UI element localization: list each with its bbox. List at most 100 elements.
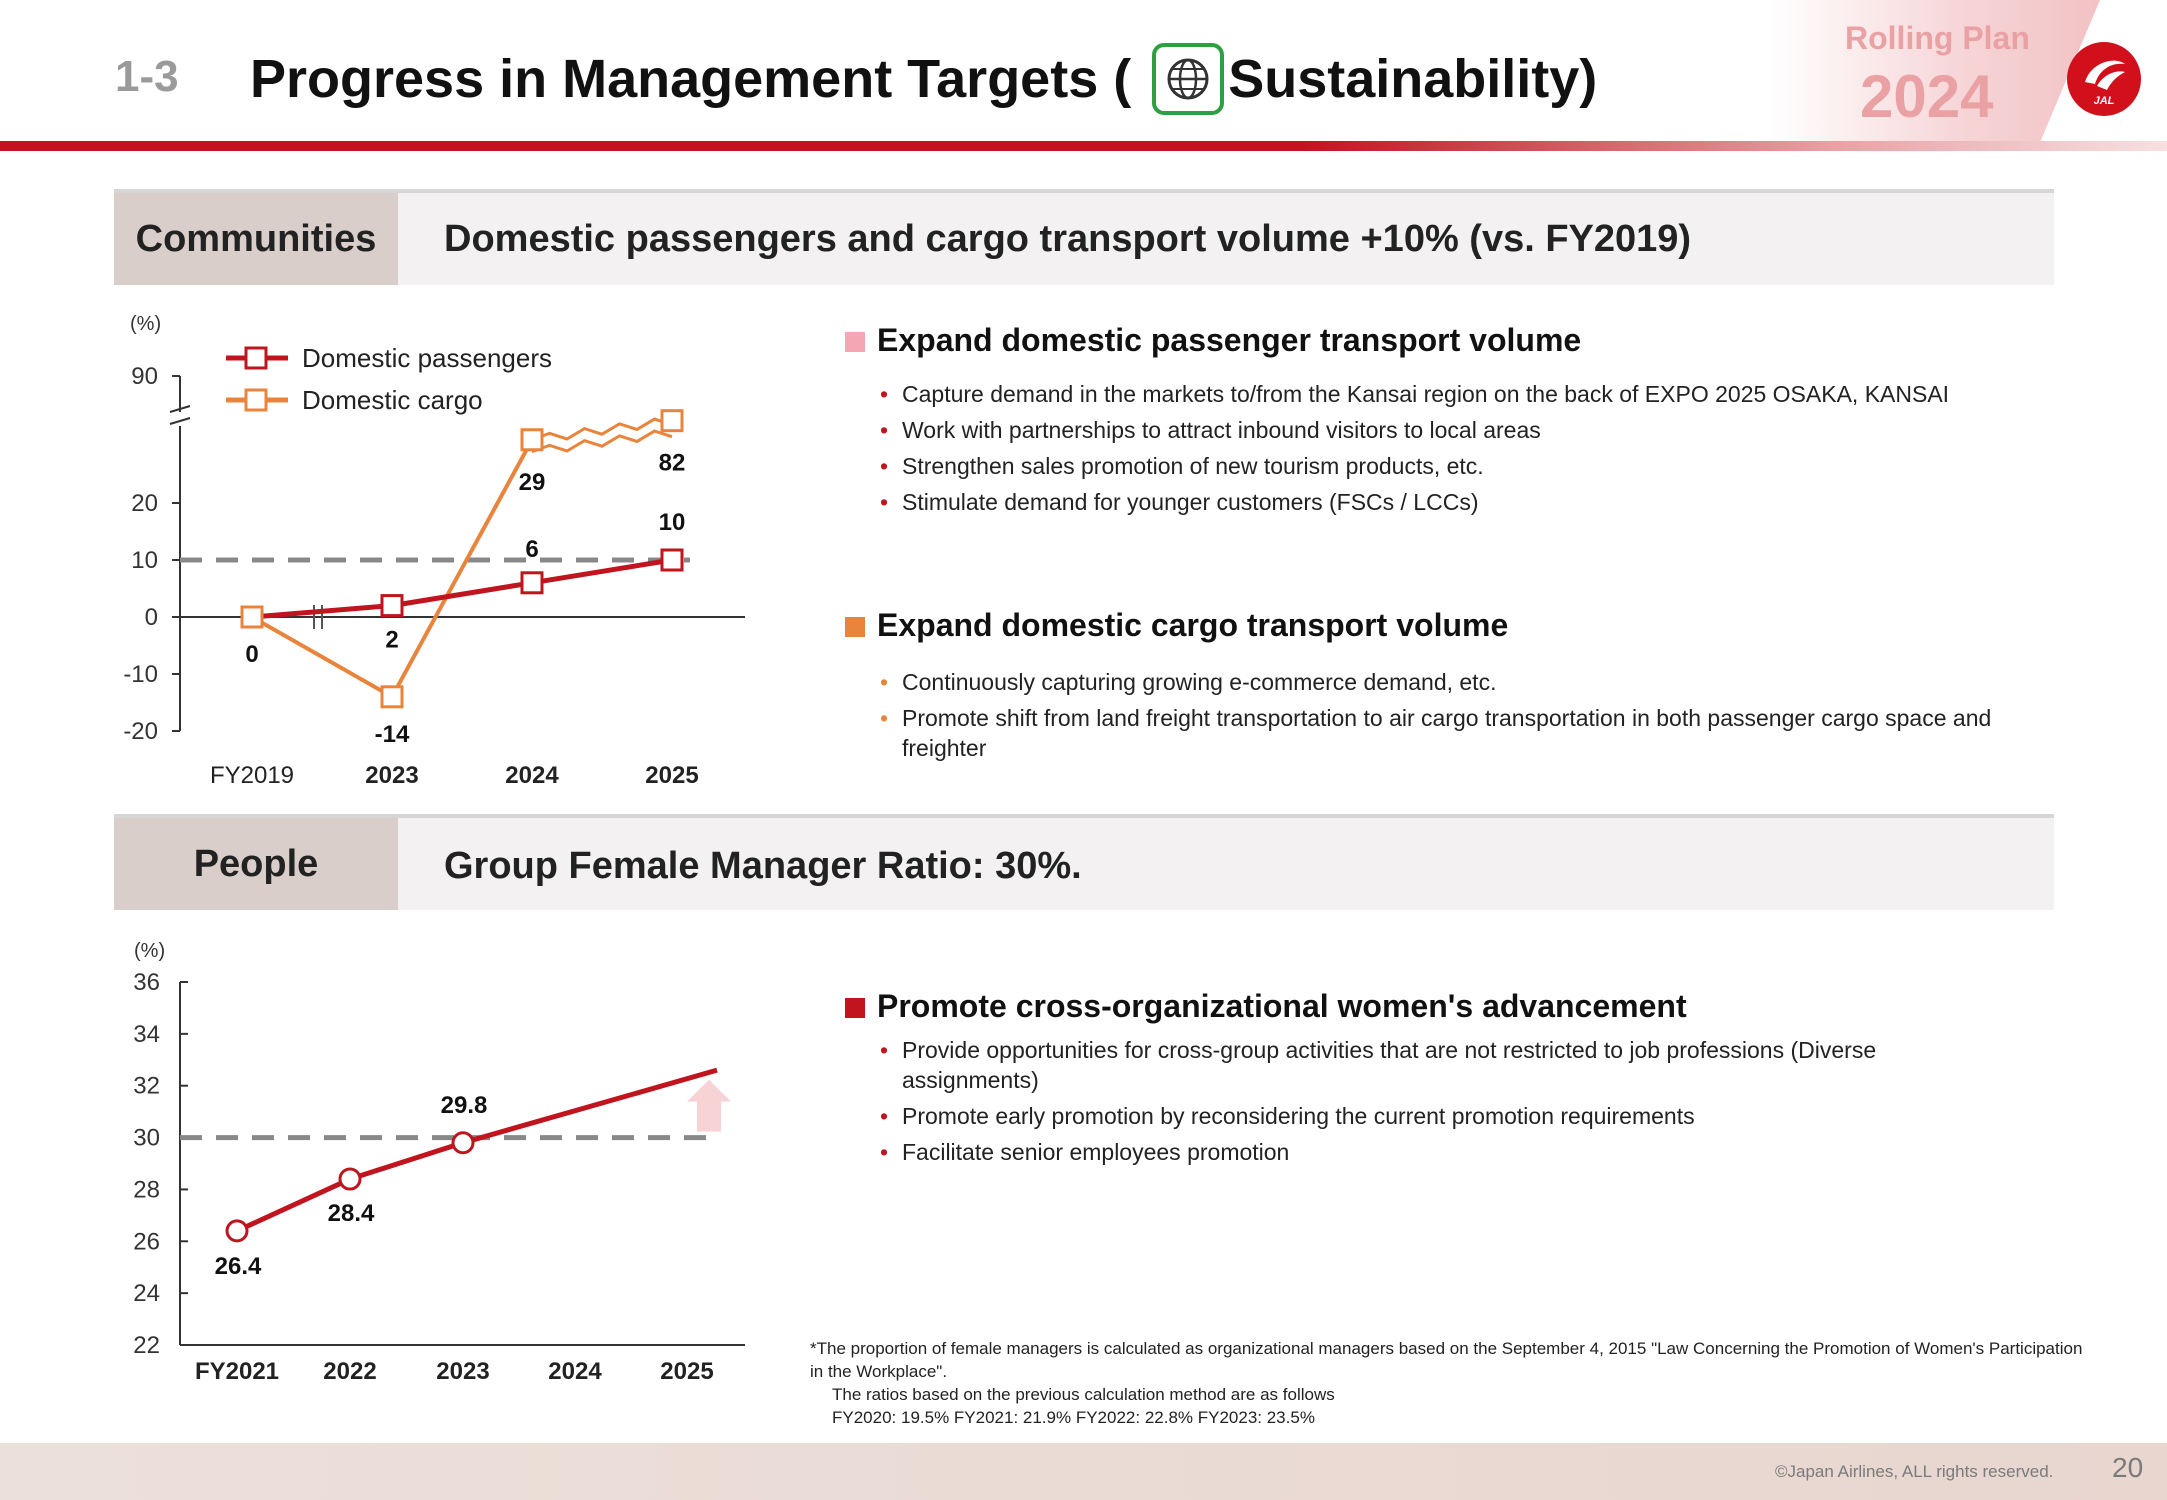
cargo-point <box>380 685 404 709</box>
x-tick-label: 2023 <box>365 762 418 789</box>
y-tick-label: 22 <box>133 1332 160 1359</box>
cargo-data-label: 82 <box>659 450 686 477</box>
passenger-point <box>660 548 684 572</box>
pink-square-icon <box>845 332 865 352</box>
people-bar <box>114 818 2054 910</box>
x-tick-label: 2024 <box>505 762 559 789</box>
list-item: • Promote shift from land freight transpo… <box>880 705 1992 761</box>
passenger-data-label: 2 <box>385 627 398 654</box>
list-item: • Continuously capturing growing e-commer… <box>880 669 1497 695</box>
title-text-after: Sustainability) <box>1213 49 1598 109</box>
list-item: • Capture demand in the markets to/from t… <box>880 381 1950 407</box>
legend-marker <box>244 346 268 370</box>
y-tick-label: 24 <box>133 1280 160 1307</box>
header-rule <box>0 141 2167 151</box>
x-tick-label: FY2021 <box>195 1358 279 1385</box>
list-item: • Promote early promotion by reconsiderin… <box>880 1103 1695 1129</box>
x-tick-label: 2025 <box>645 762 698 789</box>
list-item: • Stimulate demand for younger customers … <box>880 489 1479 515</box>
up-arrow-icon <box>687 1079 731 1132</box>
legend-label: Domestic cargo <box>302 385 483 415</box>
data-point <box>225 1219 249 1243</box>
footer-bar <box>0 1443 2167 1500</box>
axis-break-mark <box>169 417 191 425</box>
unit-label: (%) <box>130 313 161 335</box>
people-heading: Promote cross-organizational women's adv… <box>877 988 1687 1024</box>
jal-logo: JAL <box>2067 42 2141 116</box>
people-bullets: • Provide opportunities for cross-group a… <box>880 1035 2012 1173</box>
footnote-line: The ratios based on the previous calcula… <box>832 1385 1335 1404</box>
y-tick-label: -10 <box>123 661 158 688</box>
footnote-line: *The proportion of female managers is ca… <box>810 1339 2083 1381</box>
passenger-point <box>520 571 544 595</box>
y-tick-label: 32 <box>133 1073 160 1100</box>
cargo-data-label: -14 <box>375 721 410 748</box>
data-label: 28.4 <box>328 1200 375 1227</box>
communities-target: Domestic passengers and cargo transport … <box>444 218 1692 260</box>
legend-label: Domestic passengers <box>302 343 552 373</box>
y-tick-label: 28 <box>133 1176 160 1203</box>
x-tick-label: 2024 <box>548 1358 602 1385</box>
badge-year: 2024 <box>1860 63 1994 130</box>
legend-marker <box>244 388 268 412</box>
passenger-data-label: 6 <box>525 536 538 563</box>
y-tick-label: 26 <box>133 1228 160 1255</box>
passenger-data-label: 0 <box>245 641 258 668</box>
cargo-point <box>240 605 264 629</box>
y-tick-label: 34 <box>133 1021 160 1048</box>
cargo-point <box>520 428 544 452</box>
page-number: 20 <box>2112 1452 2144 1483</box>
data-point <box>451 1131 475 1155</box>
rolling-plan-badge <box>1770 0 2100 141</box>
x-tick-label: 2022 <box>323 1358 376 1385</box>
data-label: 29.8 <box>441 1092 488 1119</box>
y-tick-label: 0 <box>145 604 158 631</box>
x-tick-label: FY2019 <box>210 762 294 789</box>
cargo-series-line <box>251 438 534 700</box>
data-point <box>338 1167 362 1191</box>
globe-icon <box>1152 43 1224 115</box>
communities-bar <box>114 193 2054 285</box>
y-tick-label: 30 <box>133 1125 160 1152</box>
unit-label: (%) <box>134 940 165 962</box>
y-tick-label: 36 <box>133 969 160 996</box>
passenger-data-label: 10 <box>659 509 686 536</box>
copyright: ©Japan Airlines, ALL rights reserved. <box>1775 1462 2054 1481</box>
cargo-point <box>660 409 684 433</box>
passenger-series-line <box>251 557 673 620</box>
x-tick-label: 2023 <box>436 1358 489 1385</box>
list-item: • Facilitate senior employees promotion <box>880 1139 1290 1165</box>
passenger-point <box>380 594 404 618</box>
logo-text: JAL <box>2094 95 2115 107</box>
page-title: Progress in Management Targets ( Sustain… <box>250 48 1597 110</box>
cargo-heading: Expand domestic cargo transport volume <box>877 607 1509 643</box>
communities-bar-border <box>114 189 2054 193</box>
badge-label: Rolling Plan <box>1845 20 2030 56</box>
list-item: • Work with partnerships to attract inbou… <box>880 417 1541 443</box>
axis-break-mark <box>169 405 191 413</box>
people-target: Group Female Manager Ratio: 30%. <box>444 845 1082 887</box>
cargo-series-break-line <box>531 429 673 454</box>
y-tick-label: -20 <box>123 718 158 745</box>
cargo-bullets: • Continuously capturing growing e-commer… <box>880 667 2012 769</box>
footnote: *The proportion of female managers is ca… <box>810 1337 2090 1429</box>
y-tick-label: 90 <box>131 363 158 390</box>
list-item: • Provide opportunities for cross-group a… <box>880 1037 1877 1093</box>
cargo-data-label: 29 <box>519 469 546 496</box>
section-number: 1-3 <box>115 52 179 101</box>
people-label: People <box>114 818 398 910</box>
passenger-heading: Expand domestic passenger transport volu… <box>877 322 1582 358</box>
people-bar-border <box>114 814 2054 818</box>
passenger-bullets: • Capture demand in the markets to/from t… <box>880 379 2052 523</box>
red-square-icon <box>845 998 865 1018</box>
trend-line <box>462 1067 718 1146</box>
communities-label: Communities <box>114 193 398 285</box>
footnote-line: FY2020: 19.5% FY2021: 21.9% FY2022: 22.8… <box>832 1408 1315 1427</box>
title-text-before: Progress in Management Targets ( <box>250 49 1132 109</box>
orange-square-icon <box>845 617 865 637</box>
female-manager-chart: (%) 36 34 32 30 28 26 24 22 FY2021 2022 2023 2024 202… <box>133 940 745 1385</box>
data-label: 26.4 <box>215 1253 262 1280</box>
cargo-series-break-line <box>531 417 673 442</box>
list-item: • Strengthen sales promotion of new touri… <box>880 453 1484 479</box>
